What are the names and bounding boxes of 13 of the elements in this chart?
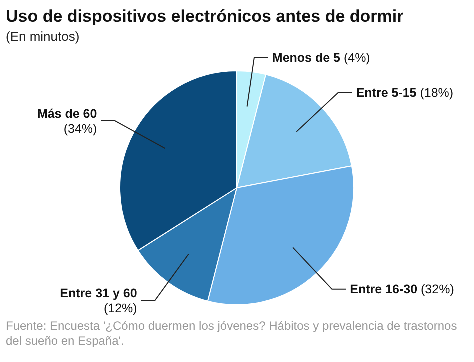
slice-label: Entre 5-15 bbox=[356, 86, 417, 100]
chart-title: Uso de dispositivos electrónicos antes de dormir bbox=[6, 7, 404, 26]
slice-label: Entre 16-30 bbox=[350, 282, 418, 296]
data-label: (4%) bbox=[340, 51, 370, 65]
slice-label: Entre 31 y 60 bbox=[60, 286, 138, 300]
data-label: (34%) bbox=[64, 122, 98, 136]
slice-label: Menos de 5 bbox=[272, 51, 341, 65]
chart-subtitle: (En minutos) bbox=[6, 29, 80, 44]
slice-label: Más de 60 bbox=[37, 107, 98, 122]
data-label: (12%) bbox=[104, 301, 138, 316]
source-note: Fuente: Encuesta '¿Cómo duermen los jóvenes? Hábitos y prevalencia de trastornos del sueño en España'. bbox=[6, 319, 458, 348]
data-label: (18%) bbox=[416, 86, 454, 100]
data-label: (32%) bbox=[418, 282, 454, 296]
